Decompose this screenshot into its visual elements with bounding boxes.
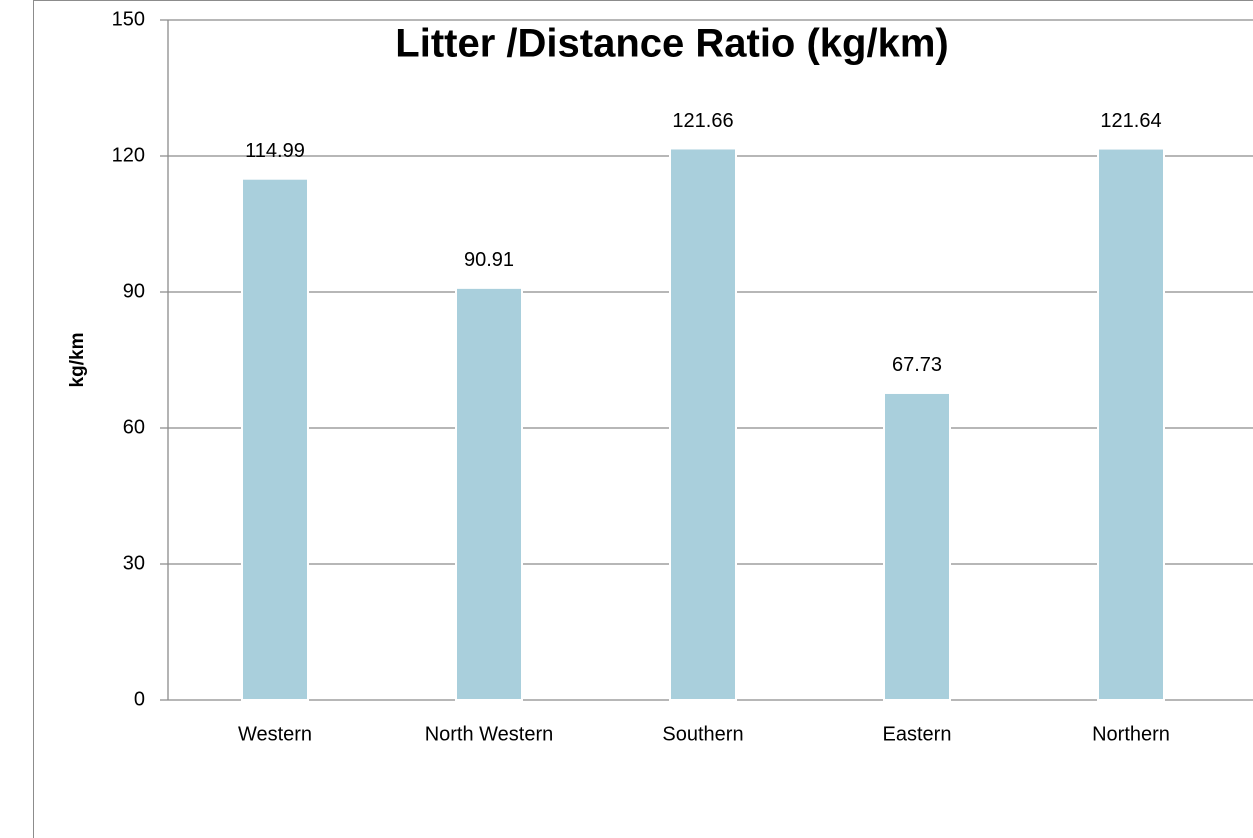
x-tick-label: Western: [238, 723, 312, 745]
value-label: 67.73: [892, 354, 942, 376]
x-tick-label: Eastern: [883, 723, 952, 745]
y-axis-label: kg/km: [67, 333, 88, 388]
bar: [241, 177, 309, 702]
y-tick-label: 90: [123, 280, 145, 302]
y-tick-label: 30: [123, 552, 145, 574]
x-tick-label: North Western: [425, 723, 554, 745]
x-tick-label: Southern: [662, 723, 743, 745]
value-label: 121.64: [1100, 110, 1161, 132]
bar: [1097, 147, 1165, 702]
value-label: 114.99: [245, 140, 305, 162]
chart-title: Litter /Distance Ratio (kg/km): [395, 22, 948, 66]
y-tick-label: 150: [112, 8, 145, 30]
value-label: 90.91: [464, 249, 514, 271]
chart-frame: [33, 0, 1253, 838]
bar: [669, 147, 737, 701]
x-tick-label: Northern: [1092, 723, 1170, 745]
y-tick-label: 0: [134, 688, 145, 710]
y-tick-label: 60: [123, 416, 145, 438]
bar: [455, 286, 523, 701]
value-label: 121.66: [672, 110, 733, 132]
bar: [883, 391, 951, 701]
y-tick-label: 120: [112, 144, 145, 166]
